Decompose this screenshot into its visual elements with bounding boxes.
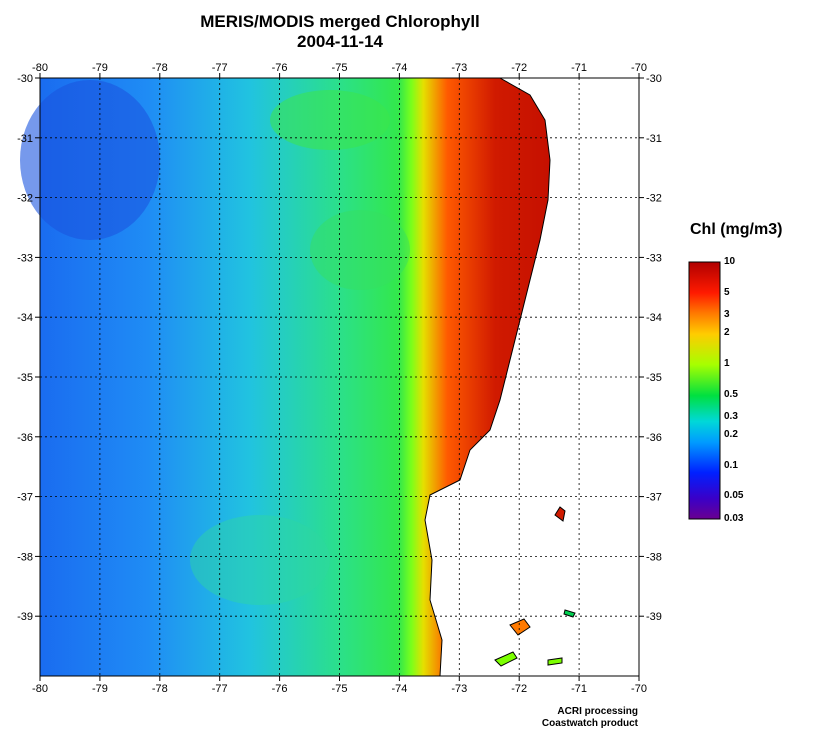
lon-label-top: -80	[32, 62, 48, 74]
colorbar-label: 0.3	[724, 411, 738, 423]
lon-label-bottom: -78	[152, 683, 168, 695]
lon-label-bottom: -70	[631, 683, 647, 695]
lon-label-top: -76	[272, 62, 288, 74]
lat-label-left: -35	[17, 372, 33, 384]
credit-product: Coastwatch product	[541, 718, 638, 729]
colorbar-label: 0.1	[724, 459, 738, 471]
lon-label-bottom: -77	[212, 683, 228, 695]
lon-label-bottom: -72	[511, 683, 527, 695]
lon-label-top: -70	[631, 62, 647, 74]
axis-ticks: -80 -80 -79 -79 -78 -78 -77 -77 -76 -76 -75 -75 -74 -…	[17, 62, 662, 695]
lat-label-right: -30	[646, 73, 662, 85]
map-date: 2004-11-14	[296, 32, 384, 51]
lon-label-bottom: -79	[92, 683, 108, 695]
lat-label-left: -37	[17, 492, 33, 504]
colorbar-label: 0.2	[724, 429, 738, 441]
lon-label-top: -72	[511, 62, 527, 74]
colorbar	[688, 261, 721, 520]
colorbar-label: 1	[724, 357, 730, 369]
credit-processing: ACRI processing	[557, 706, 638, 717]
lon-label-bottom: -80	[32, 683, 48, 695]
lat-label-left: -33	[17, 252, 33, 264]
lat-label-right: -33	[646, 252, 662, 264]
lon-label-bottom: -73	[451, 683, 467, 695]
lat-label-right: -38	[646, 551, 662, 563]
lat-label-right: -37	[646, 492, 662, 504]
colorbar-label: 10	[724, 256, 736, 267]
lat-label-right: -31	[646, 133, 662, 145]
island	[554, 506, 566, 522]
island	[494, 651, 518, 667]
lon-label-top: -73	[451, 62, 467, 74]
colorbar-title: Chl (mg/m3)	[690, 221, 783, 238]
lat-label-right: -39	[646, 611, 662, 623]
lat-label-left: -36	[17, 432, 33, 444]
lon-label-bottom: -75	[332, 683, 348, 695]
low-chlorophyll-patch	[20, 80, 160, 240]
colorbar-label: 2	[724, 327, 730, 339]
island	[563, 609, 576, 618]
colorbar-label: 0.5	[724, 388, 738, 400]
colorbar-label: 5	[724, 286, 730, 298]
lat-label-left: -34	[17, 312, 33, 324]
lon-label-top: -71	[571, 62, 587, 74]
island	[547, 657, 563, 666]
island	[509, 618, 531, 636]
lat-label-right: -35	[646, 372, 662, 384]
lon-label-top: -77	[212, 62, 228, 74]
lat-label-left: -39	[17, 611, 33, 623]
lat-label-right: -34	[646, 312, 662, 324]
lon-label-top: -75	[332, 62, 348, 74]
lat-label-left: -31	[17, 133, 33, 145]
lat-label-left: -38	[17, 551, 33, 563]
lon-label-top: -78	[152, 62, 168, 74]
filament	[190, 515, 330, 605]
lat-label-right: -36	[646, 432, 662, 444]
filament	[310, 210, 410, 290]
colorbar-label: 3	[724, 309, 730, 321]
lat-label-left: -30	[17, 73, 33, 85]
lon-label-top: -79	[92, 62, 108, 74]
lon-label-bottom: -74	[391, 683, 407, 695]
map-title: MERIS/MODIS merged Chlorophyll	[200, 12, 480, 31]
lat-label-right: -32	[646, 193, 662, 205]
lon-label-top: -74	[391, 62, 407, 74]
lon-label-bottom: -71	[571, 683, 587, 695]
lon-label-bottom: -76	[272, 683, 288, 695]
filament	[270, 90, 390, 150]
colorbar-label: 0.05	[724, 490, 744, 502]
colorbar-label: 0.03	[724, 513, 744, 524]
lat-label-left: -32	[17, 193, 33, 205]
map-frame	[39, 77, 640, 677]
